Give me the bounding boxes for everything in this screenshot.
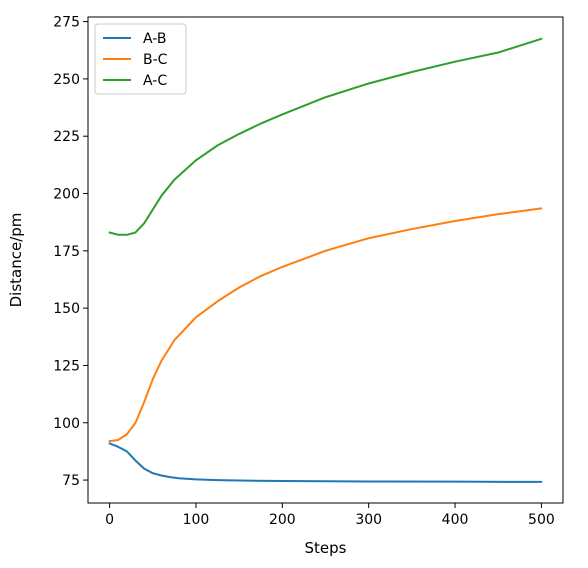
y-tick-label: 250 [53,72,80,88]
x-tick-label: 100 [183,512,210,528]
y-tick-label: 125 [53,358,80,374]
y-tick-label: 225 [53,129,80,145]
x-tick-label: 300 [355,512,382,528]
y-tick-label: 75 [62,473,80,489]
x-tick-label: 400 [442,512,469,528]
legend-label: A-C [143,73,167,89]
x-axis-ticks: 0 100 200 300 400 500 [105,503,555,528]
y-axis-label: Distance/pm [7,213,25,308]
x-axis-label: Steps [305,539,347,557]
y-tick-label: 200 [53,187,80,203]
series-line-a-c [108,37,543,236]
y-axis-ticks: 75 100 125 150 175 200 225 250 275 [53,15,88,489]
legend-frame [94,23,187,95]
y-tick-label: 100 [53,416,80,432]
x-tick-label: 200 [269,512,296,528]
legend-label: A-B [143,31,166,47]
legend: A-B B-C A-C [94,23,187,95]
plot-area [108,37,543,483]
legend-label: B-C [143,52,168,68]
series-line-a-b [108,442,543,483]
x-tick-label: 500 [528,512,555,528]
series-line-b-c [108,207,543,443]
y-tick-label: 275 [53,15,80,31]
x-tick-label: 0 [105,512,114,528]
y-tick-label: 175 [53,244,80,260]
plot-frame [87,16,564,504]
y-tick-label: 150 [53,301,80,317]
